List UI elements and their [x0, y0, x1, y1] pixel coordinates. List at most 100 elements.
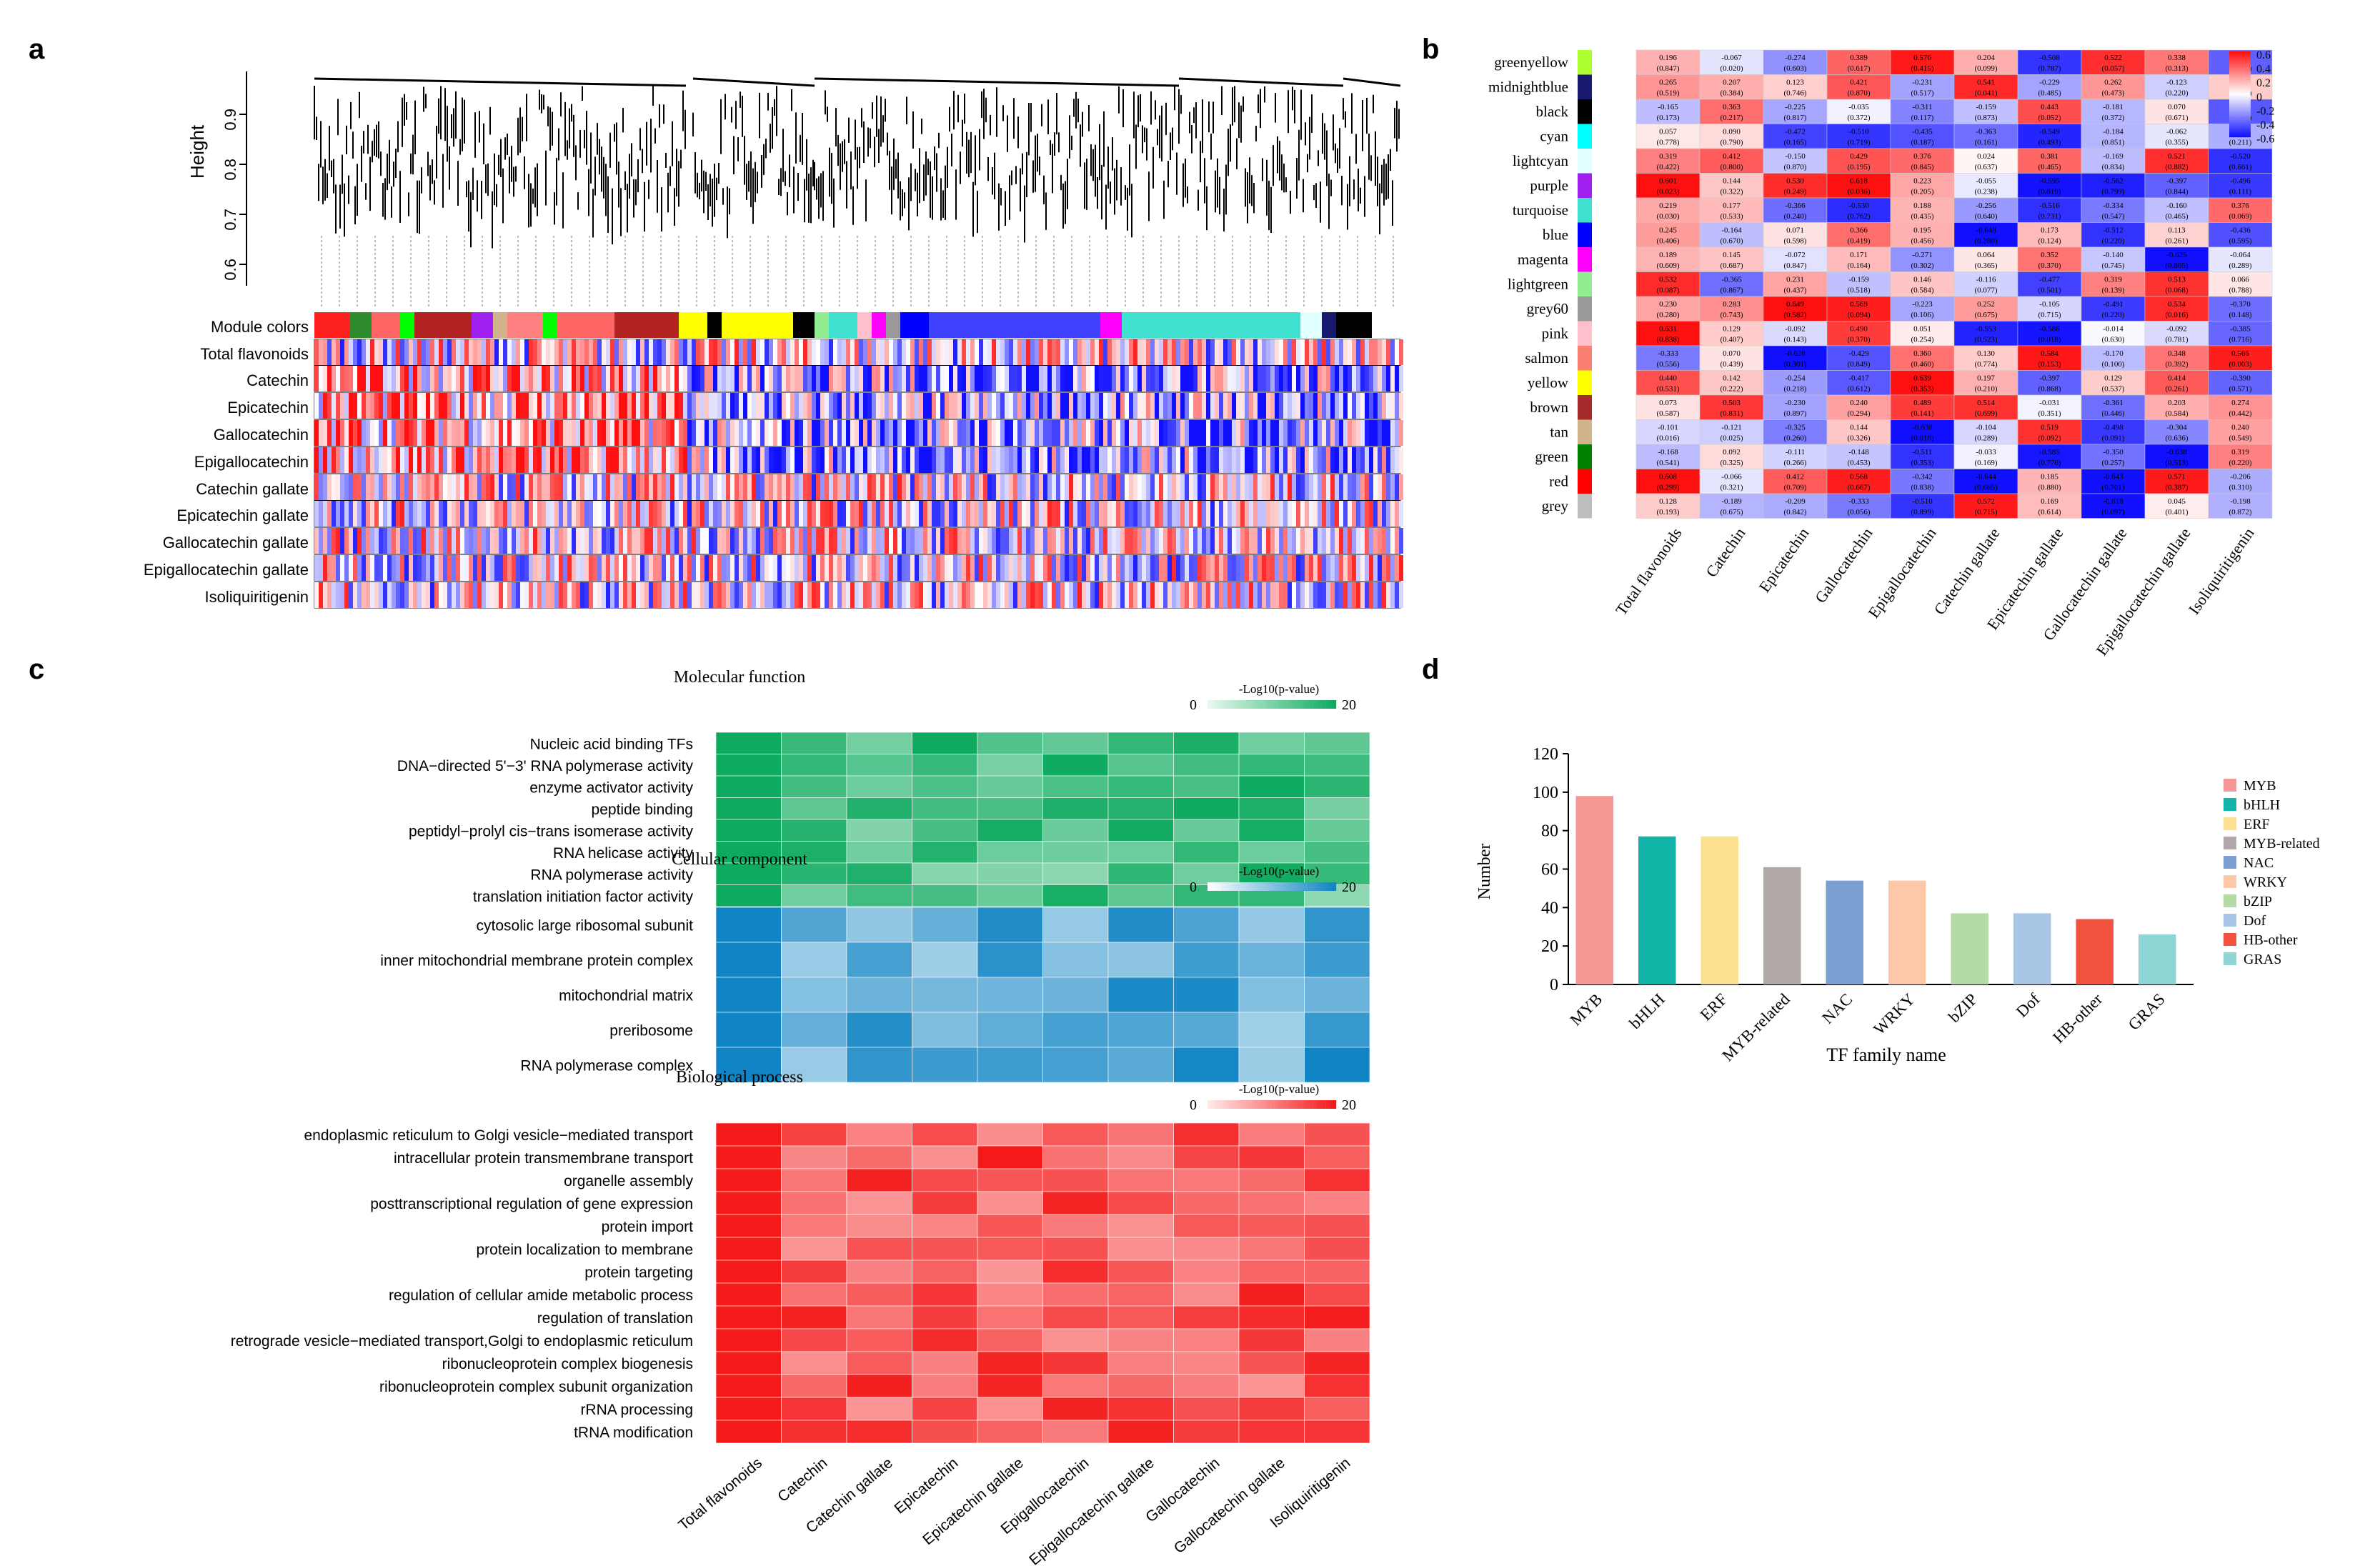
trait-cell — [589, 393, 593, 419]
trait-cell — [636, 501, 640, 527]
legend-step — [1325, 882, 1329, 891]
trait-cell — [657, 420, 662, 446]
corr-cell: 0.649(0.582) — [1763, 296, 1828, 321]
go-cell — [1173, 1122, 1240, 1147]
trait-cell — [1172, 501, 1176, 527]
trait-cell — [1305, 447, 1309, 473]
corr-cell: -0.342(0.838) — [1890, 469, 1955, 494]
trait-cell — [812, 447, 816, 473]
trait-cell — [1005, 420, 1009, 446]
module-label-midnightblue: midnightblue — [1488, 79, 1568, 96]
trait-cell — [932, 447, 936, 473]
corr-cell: -0.055(0.238) — [1953, 173, 2018, 199]
trait-cell — [512, 501, 516, 527]
trait-cell — [1219, 582, 1223, 608]
row-label-0: Module colors — [211, 318, 309, 336]
trait-cell — [649, 393, 653, 419]
corr-cell-fill — [2208, 493, 2273, 519]
trait-cell — [949, 528, 953, 554]
trait-cell — [559, 339, 563, 365]
trait-cell — [940, 420, 945, 446]
trait-cell — [1103, 582, 1107, 608]
corr-cell-fill — [1699, 345, 1764, 371]
trait-cell — [945, 366, 949, 392]
trait-cell — [529, 582, 533, 608]
corr-cell: -0.198(0.872) — [2208, 493, 2273, 519]
trait-cell — [704, 528, 709, 554]
trait-cell — [1292, 501, 1296, 527]
go-cell — [977, 1145, 1043, 1169]
trait-cell — [653, 474, 657, 500]
trait-cell — [850, 528, 855, 554]
corr-cell-fill — [2208, 197, 2273, 223]
trait-cell — [1236, 474, 1240, 500]
trait-cell — [735, 366, 739, 392]
trait-cell — [456, 366, 460, 392]
trait-cell — [842, 582, 846, 608]
trait-cell — [533, 339, 537, 365]
trait-cell — [580, 501, 584, 527]
trait-cell — [602, 582, 606, 608]
trait-cell — [730, 582, 735, 608]
corr-cell-fill — [2081, 321, 2146, 346]
trait-cell — [486, 366, 490, 392]
trait-cell — [962, 420, 966, 446]
legend-tick: -0.4 — [2256, 119, 2274, 131]
corr-cell-fill — [1635, 148, 1701, 174]
trait-cell — [782, 366, 786, 392]
trait-cell — [434, 420, 439, 446]
trait-cell — [1348, 447, 1352, 473]
legend-step — [1261, 882, 1265, 891]
trait-cell — [327, 501, 332, 527]
corr-cell-fill — [1953, 173, 2018, 199]
corr-pvalue: (0.313) — [2165, 64, 2188, 73]
trait-cell — [632, 474, 636, 500]
trait-cell — [1116, 582, 1120, 608]
trait-cell — [1270, 339, 1275, 365]
trait-cell — [726, 447, 730, 473]
trait-cell — [1082, 393, 1086, 419]
trait-cell — [1099, 501, 1103, 527]
trait-cell — [649, 339, 653, 365]
corr-value: -0.231 — [1912, 79, 1932, 87]
corr-pvalue: (0.261) — [2165, 385, 2188, 394]
trait-cell — [953, 528, 957, 554]
corr-cell: -0.508(0.787) — [2017, 49, 2082, 75]
trait-cell — [1215, 393, 1219, 419]
go-cell — [781, 977, 847, 1013]
corr-pvalue: (0.817) — [1783, 114, 1806, 122]
corr-cell-fill — [1953, 345, 2018, 371]
trait-cell — [1253, 501, 1258, 527]
trait-cell — [1395, 420, 1399, 446]
trait-cell — [344, 393, 349, 419]
trait-cell — [803, 582, 807, 608]
corr-cell-fill — [1953, 246, 2018, 272]
trait-cell — [1103, 420, 1107, 446]
corr-cell: 0.366(0.419) — [1826, 222, 1891, 248]
trait-cell — [584, 501, 589, 527]
trait-cell — [1206, 447, 1210, 473]
corr-value: 0.513 — [2168, 276, 2186, 284]
trait-cell — [1167, 528, 1172, 554]
trait-cell — [546, 501, 550, 527]
trait-cell — [979, 366, 983, 392]
trait-cell — [704, 339, 709, 365]
trait-cell — [1172, 474, 1176, 500]
trait-cell — [1133, 501, 1137, 527]
trait-cell — [1390, 420, 1395, 446]
trait-cell — [983, 555, 987, 581]
trait-cell — [1279, 420, 1283, 446]
module-label-lightgreen: lightgreen — [1508, 276, 1569, 293]
corr-cell: -0.165(0.173) — [1635, 99, 1701, 124]
go-cell — [1238, 1420, 1305, 1444]
trait-cell — [1180, 339, 1185, 365]
trait-cell — [1275, 393, 1279, 419]
go-cell — [977, 1351, 1043, 1375]
trait-cell — [1172, 366, 1176, 392]
trait-cell — [1292, 582, 1296, 608]
trait-cell — [765, 366, 769, 392]
corr-value: -0.520 — [2230, 152, 2251, 161]
corr-value: -0.198 — [2230, 497, 2251, 506]
trait-cell — [1017, 366, 1022, 392]
trait-cell — [1129, 501, 1133, 527]
